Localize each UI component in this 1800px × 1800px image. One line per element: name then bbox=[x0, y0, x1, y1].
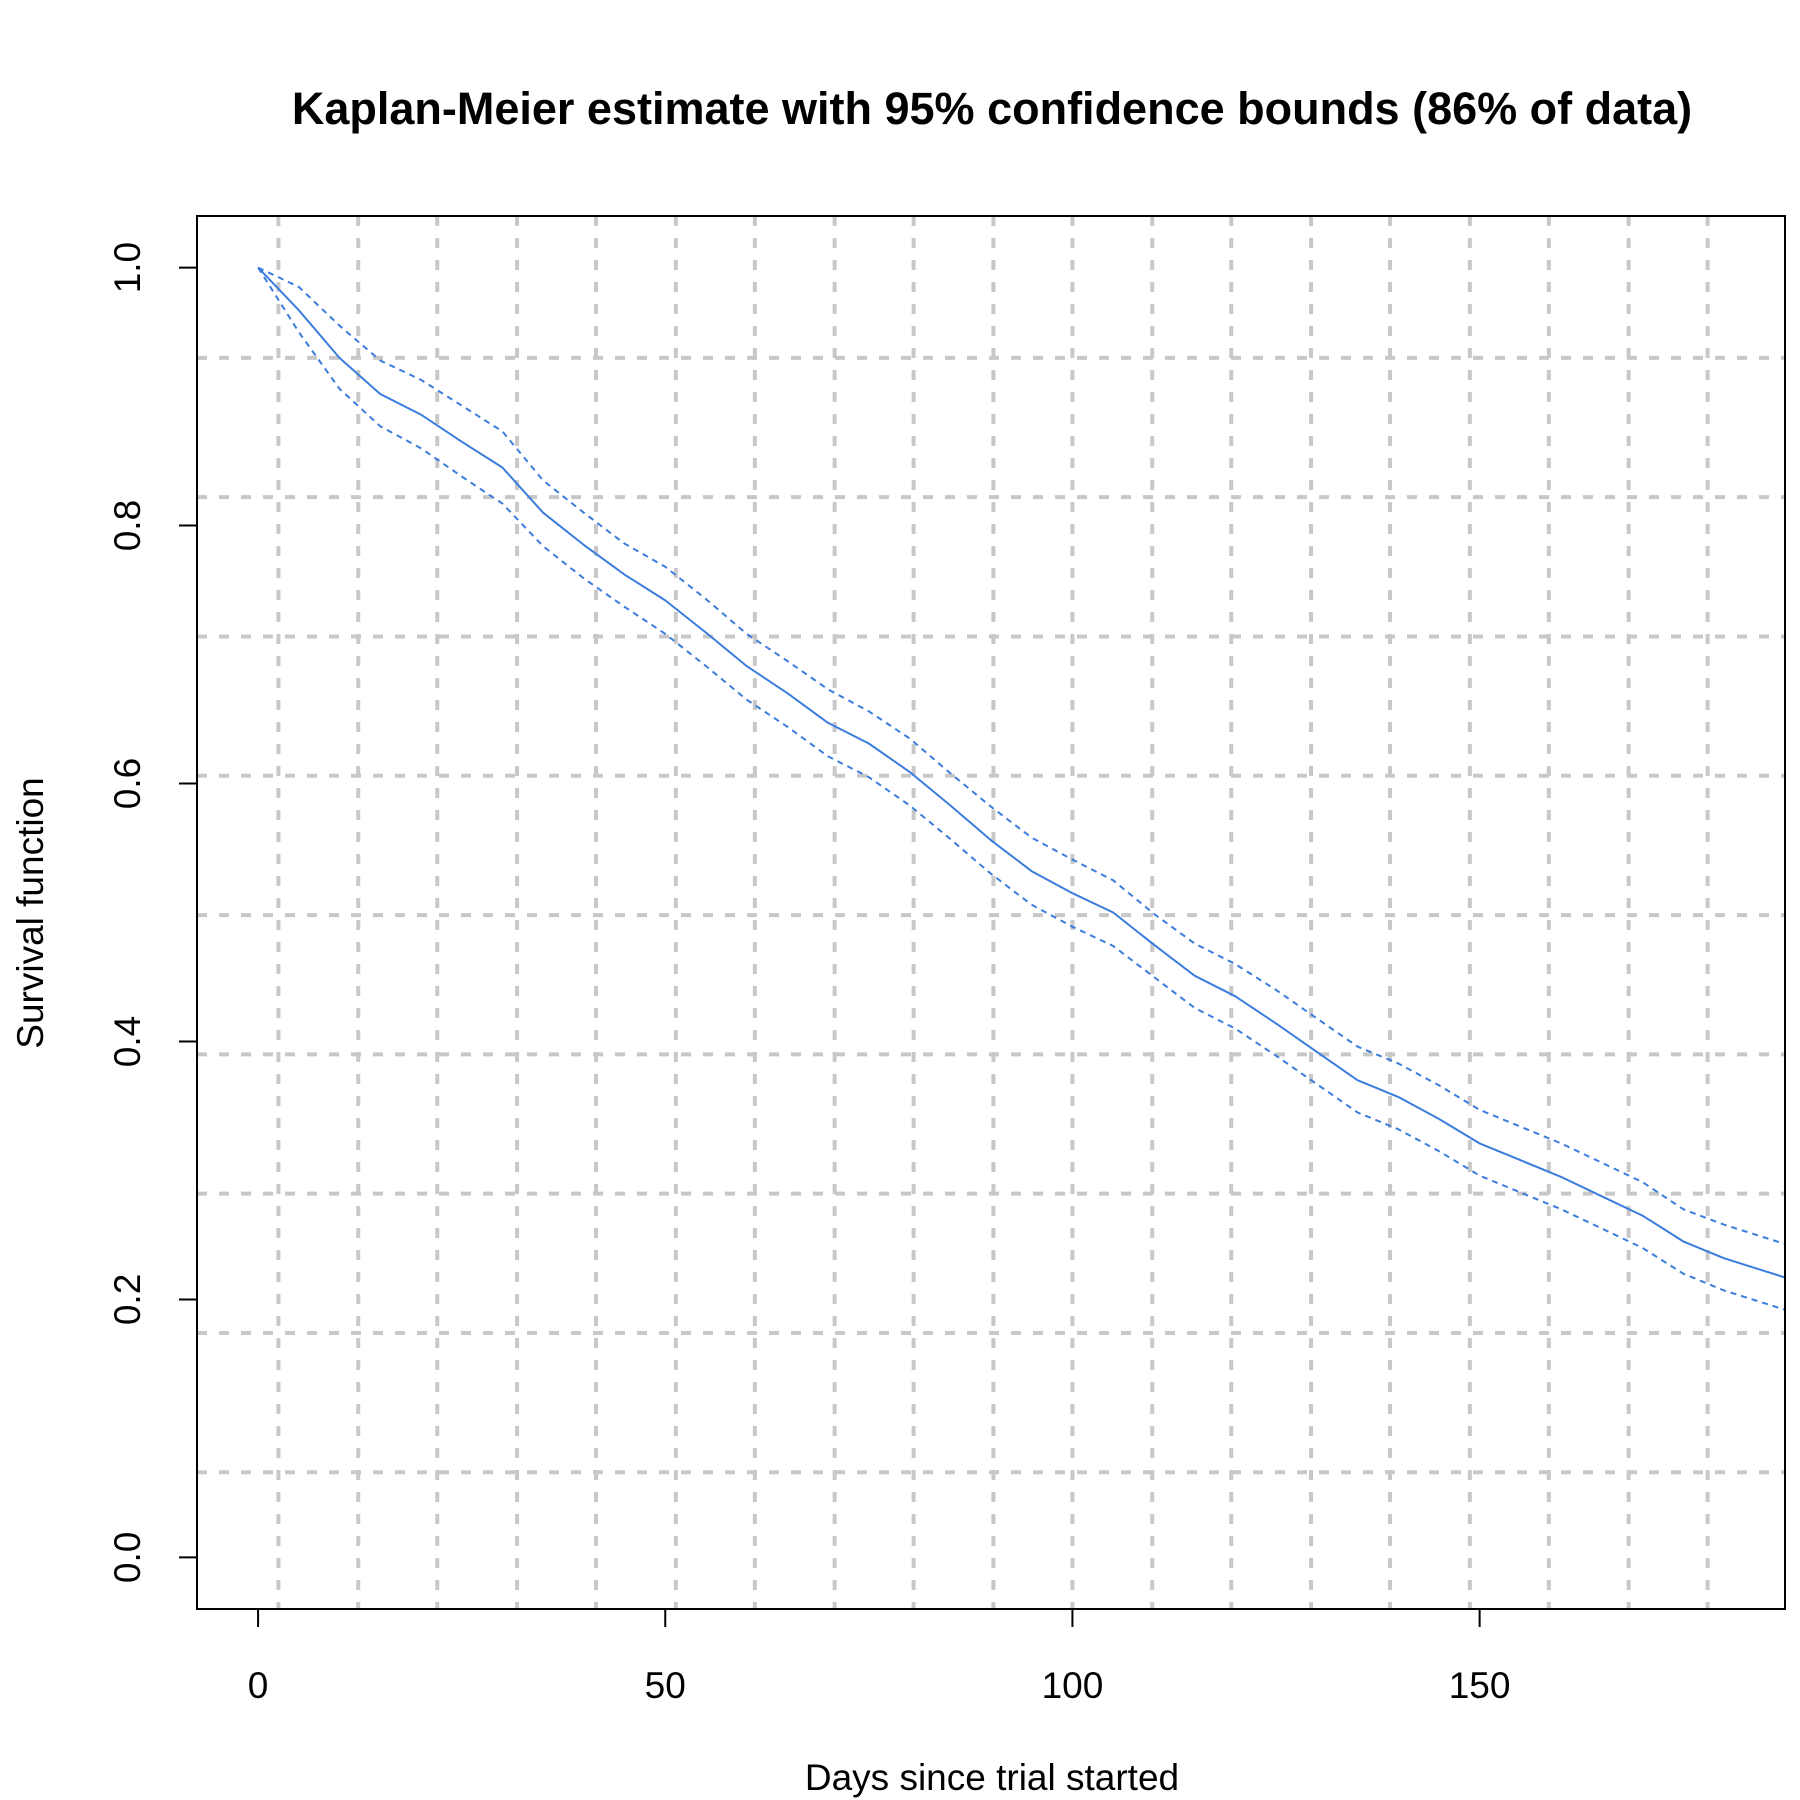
y-tick-label-5: 1.0 bbox=[107, 242, 148, 293]
y-tick-label-3: 0.6 bbox=[107, 758, 148, 809]
y-axis-label: Survival function bbox=[10, 777, 51, 1048]
x-tick-label-2: 100 bbox=[1042, 1665, 1104, 1706]
x-tick-label-3: 150 bbox=[1449, 1665, 1511, 1706]
km-estimate-line bbox=[257, 266, 1786, 1279]
y-tick-label-0: 0.0 bbox=[107, 1532, 148, 1583]
upper-confidence-line bbox=[257, 266, 1786, 1245]
y-tick-label-1: 0.2 bbox=[107, 1274, 148, 1325]
x-tick-label-1: 50 bbox=[645, 1665, 686, 1706]
y-axis: 0.0 0.2 0.4 0.6 0.8 1.0 bbox=[107, 242, 198, 1583]
chart-title: Kaplan-Meier estimate with 95% confidenc… bbox=[292, 83, 1692, 134]
grid bbox=[197, 216, 1785, 1609]
y-tick-label-2: 0.4 bbox=[107, 1016, 148, 1067]
lower-confidence-line bbox=[257, 267, 1786, 1311]
series-layer bbox=[257, 266, 1786, 1311]
x-axis: 0 50 100 150 bbox=[248, 1608, 1511, 1706]
x-axis-label: Days since trial started bbox=[805, 1757, 1179, 1798]
y-tick-label-4: 0.8 bbox=[107, 500, 148, 551]
x-tick-label-0: 0 bbox=[248, 1665, 269, 1706]
